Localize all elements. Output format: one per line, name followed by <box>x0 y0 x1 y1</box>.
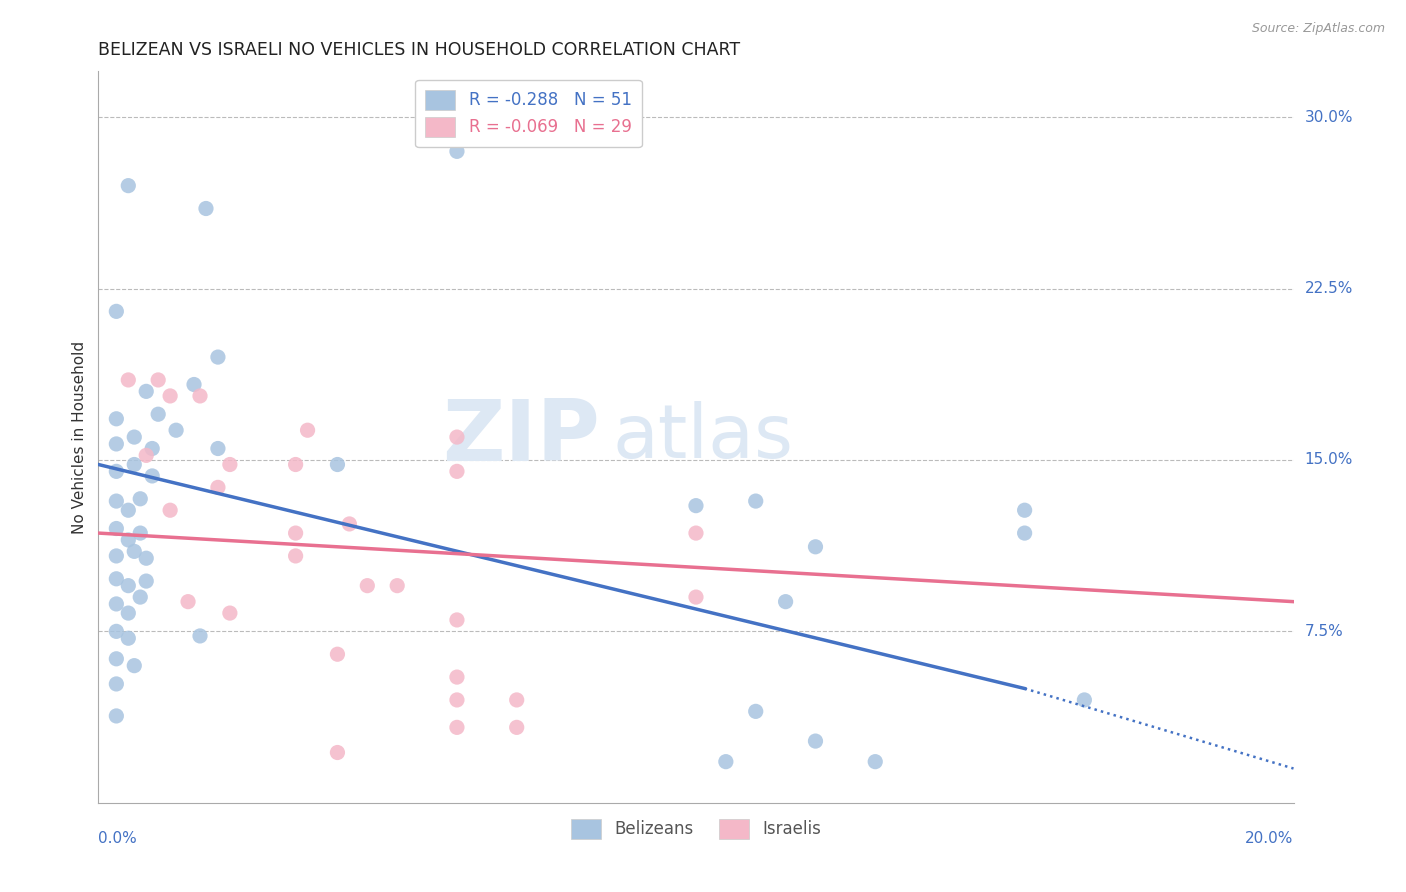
Text: ZIP: ZIP <box>443 395 600 479</box>
Point <box>141 442 163 456</box>
Point <box>284 549 307 563</box>
Text: 30.0%: 30.0% <box>1305 110 1353 125</box>
Text: 15.0%: 15.0% <box>1305 452 1353 467</box>
Point <box>117 579 139 593</box>
Point <box>129 590 152 604</box>
Point <box>446 613 468 627</box>
Point <box>129 526 152 541</box>
Point <box>105 437 128 451</box>
Point <box>446 430 468 444</box>
Point <box>177 595 200 609</box>
Legend: Belizeans, Israelis: Belizeans, Israelis <box>564 812 828 846</box>
Point <box>117 632 139 646</box>
Point <box>188 389 211 403</box>
Point <box>685 526 707 541</box>
Text: atlas: atlas <box>613 401 793 474</box>
Point <box>148 373 170 387</box>
Point <box>685 499 707 513</box>
Point <box>506 693 529 707</box>
Point <box>105 521 128 535</box>
Point <box>446 145 468 159</box>
Point <box>124 430 146 444</box>
Point <box>105 494 128 508</box>
Point <box>207 442 229 456</box>
Point <box>105 624 128 639</box>
Point <box>105 304 128 318</box>
Point <box>284 526 307 541</box>
Point <box>135 384 157 399</box>
Point <box>148 407 170 421</box>
Point <box>745 494 768 508</box>
Point <box>129 491 152 506</box>
Point <box>356 579 378 593</box>
Point <box>804 734 827 748</box>
Y-axis label: No Vehicles in Household: No Vehicles in Household <box>72 341 87 533</box>
Point <box>105 549 128 563</box>
Point <box>117 178 139 193</box>
Point <box>1014 503 1036 517</box>
Point <box>326 458 349 472</box>
Point <box>159 389 181 403</box>
Point <box>124 458 146 472</box>
Point <box>105 709 128 723</box>
Point <box>188 629 211 643</box>
Point <box>135 449 157 463</box>
Point <box>1073 693 1095 707</box>
Point <box>714 755 737 769</box>
Point <box>124 544 146 558</box>
Point <box>339 516 361 531</box>
Text: BELIZEAN VS ISRAELI NO VEHICLES IN HOUSEHOLD CORRELATION CHART: BELIZEAN VS ISRAELI NO VEHICLES IN HOUSE… <box>98 41 741 59</box>
Point <box>124 658 146 673</box>
Text: Source: ZipAtlas.com: Source: ZipAtlas.com <box>1251 22 1385 36</box>
Point <box>446 693 468 707</box>
Point <box>446 464 468 478</box>
Point <box>326 746 349 760</box>
Point <box>135 551 157 566</box>
Point <box>117 606 139 620</box>
Point <box>135 574 157 588</box>
Point <box>105 677 128 691</box>
Text: 7.5%: 7.5% <box>1305 624 1343 639</box>
Point <box>105 464 128 478</box>
Point <box>865 755 887 769</box>
Point <box>506 720 529 734</box>
Point <box>804 540 827 554</box>
Point <box>685 590 707 604</box>
Point <box>745 705 768 719</box>
Point <box>183 377 205 392</box>
Point <box>207 350 229 364</box>
Point <box>775 595 797 609</box>
Text: 22.5%: 22.5% <box>1305 281 1353 296</box>
Point <box>117 503 139 517</box>
Point <box>326 647 349 661</box>
Point <box>1014 526 1036 541</box>
Point <box>195 202 218 216</box>
Text: 20.0%: 20.0% <box>1246 830 1294 846</box>
Point <box>165 423 187 437</box>
Point <box>105 652 128 666</box>
Point <box>385 579 409 593</box>
Point <box>207 480 229 494</box>
Text: 0.0%: 0.0% <box>98 830 138 846</box>
Point <box>117 533 139 547</box>
Point <box>219 458 242 472</box>
Point <box>297 423 319 437</box>
Point <box>219 606 242 620</box>
Point <box>105 597 128 611</box>
Point <box>446 720 468 734</box>
Point <box>284 458 307 472</box>
Point <box>105 412 128 426</box>
Point <box>446 670 468 684</box>
Point <box>141 469 163 483</box>
Point <box>117 373 139 387</box>
Point <box>159 503 181 517</box>
Point <box>105 572 128 586</box>
